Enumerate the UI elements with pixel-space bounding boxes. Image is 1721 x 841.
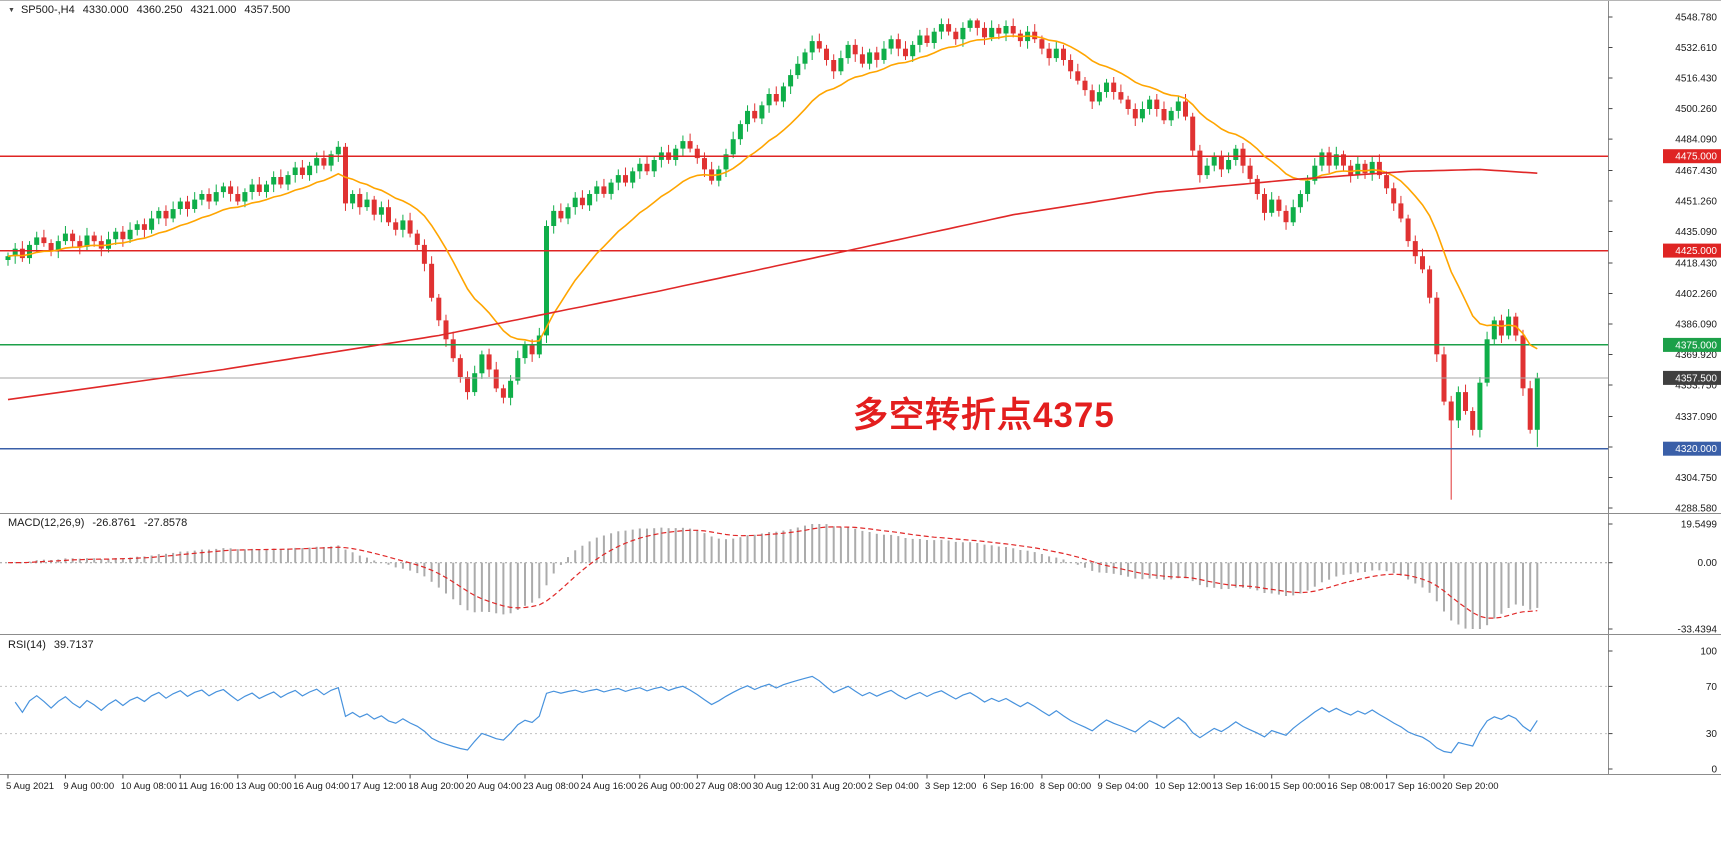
symbol-period-label: SP500-,H4 [21,4,75,16]
chart-header: ▼ SP500-,H4 4330.000 4360.250 4321.000 4… [8,4,290,16]
open-value: 4330.000 [83,4,129,16]
price-plot-area[interactable] [0,1,1609,513]
low-value: 4321.000 [191,4,237,16]
rsi-value: 39.7137 [54,639,94,651]
chart-annotation: 多空转折点4375 [853,387,1115,438]
price-axis[interactable] [1609,1,1721,774]
rsi-header: RSI(14) 39.7137 [8,639,94,651]
macd-header: MACD(12,26,9) -26.8761 -27.8578 [8,517,187,529]
macd-label: MACD(12,26,9) [8,517,84,529]
time-axis[interactable] [0,775,1721,801]
symbol-dropdown-icon[interactable]: ▼ [8,7,15,14]
close-value: 4357.500 [244,4,290,16]
high-value: 4360.250 [137,4,183,16]
rsi-pane[interactable] [0,635,1609,774]
rsi-label: RSI(14) [8,639,46,651]
macd-main-value: -26.8761 [92,517,135,529]
macd-signal-value: -27.8578 [144,517,187,529]
macd-pane[interactable] [0,514,1609,634]
